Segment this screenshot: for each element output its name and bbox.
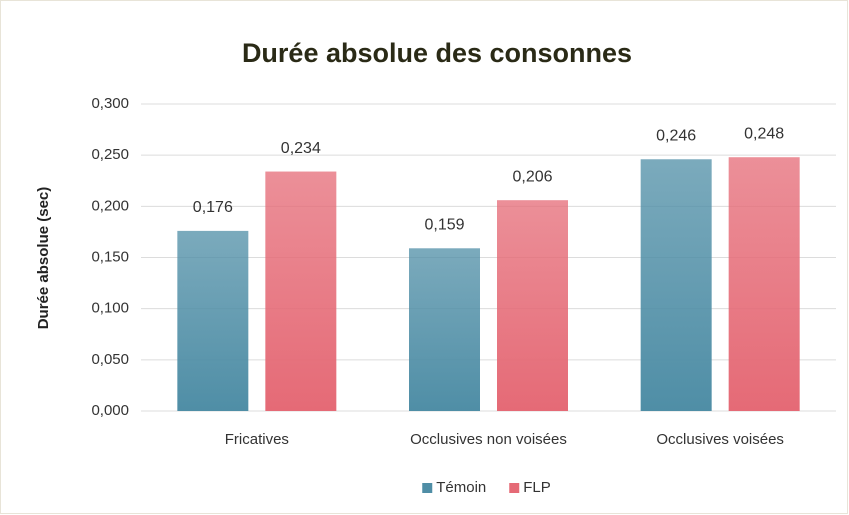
y-tick-label: 0,000 [91, 402, 129, 419]
y-tick-label: 0,250 [91, 146, 129, 163]
data-label: 0,176 [193, 199, 233, 216]
y-tick-label: 0,100 [91, 300, 129, 317]
bar [409, 248, 480, 411]
data-label: 0,206 [512, 168, 552, 185]
y-tick-label: 0,300 [91, 95, 129, 112]
bar [728, 157, 800, 411]
data-label: 0,159 [424, 217, 464, 234]
x-tick-label: Fricatives [225, 431, 289, 448]
legend-swatch [509, 483, 520, 493]
bar [497, 200, 568, 411]
y-tick-label: 0,150 [91, 248, 129, 265]
legend-label: Témoin [436, 479, 486, 496]
y-axis-label: Durée absolue (sec) [35, 187, 52, 330]
chart-title: Durée absolue des consonnes [242, 38, 632, 68]
bar [265, 171, 337, 411]
bar [177, 230, 249, 411]
bar [640, 159, 712, 411]
x-tick-label: Occlusives voisées [656, 431, 784, 448]
data-label: 0,248 [744, 125, 784, 142]
x-tick-label: Occlusives non voisées [410, 431, 567, 448]
data-label: 0,234 [281, 140, 321, 157]
data-label: 0,246 [656, 127, 696, 144]
legend-swatch [422, 483, 433, 493]
y-tick-label: 0,200 [91, 197, 129, 214]
y-tick-label: 0,050 [91, 351, 129, 368]
legend-label: FLP [523, 479, 551, 496]
